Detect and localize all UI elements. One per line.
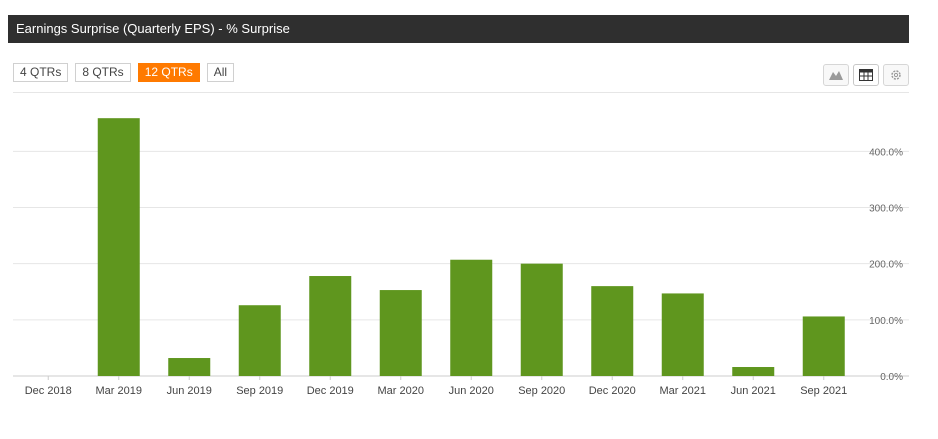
bar-jun-2021[interactable] bbox=[732, 367, 775, 376]
x-tick-label: Jun 2019 bbox=[167, 385, 212, 397]
chart-title-bar: Earnings Surprise (Quarterly EPS) - % Su… bbox=[8, 15, 909, 43]
range-button-all[interactable]: All bbox=[206, 63, 235, 82]
range-button-4-qtrs[interactable]: 4 QTRs bbox=[13, 63, 69, 82]
gear-icon bbox=[891, 70, 901, 80]
settings-button[interactable] bbox=[883, 64, 909, 86]
y-tick-label: 100.0% bbox=[869, 316, 903, 327]
bar-dec-2020[interactable] bbox=[591, 286, 634, 376]
bar-sep-2020[interactable] bbox=[520, 263, 563, 376]
y-tick-label: 300.0% bbox=[869, 203, 903, 214]
x-tick-label: Mar 2020 bbox=[378, 385, 424, 397]
chart-toolbar bbox=[823, 64, 909, 86]
x-tick-label: Jun 2021 bbox=[731, 385, 776, 397]
y-tick-label: 0.0% bbox=[880, 372, 903, 383]
bar-mar-2021[interactable] bbox=[661, 293, 704, 376]
table-icon bbox=[859, 69, 873, 81]
y-tick-label: 200.0% bbox=[869, 260, 903, 271]
x-tick-label: Jun 2020 bbox=[449, 385, 494, 397]
chart-bars bbox=[97, 118, 845, 377]
toolbar-divider bbox=[13, 92, 909, 93]
y-tick-label: 400.0% bbox=[869, 147, 903, 158]
area-chart-icon bbox=[829, 71, 843, 80]
x-tick-label: Dec 2019 bbox=[307, 385, 354, 397]
x-tick-label: Sep 2021 bbox=[800, 385, 847, 397]
area-chart-button[interactable] bbox=[823, 64, 849, 86]
chart-title: Earnings Surprise (Quarterly EPS) - % Su… bbox=[16, 21, 290, 36]
range-button-8-qtrs[interactable]: 8 QTRs bbox=[75, 63, 131, 82]
bar-jun-2019[interactable] bbox=[168, 358, 211, 376]
bar-sep-2021[interactable] bbox=[802, 316, 845, 376]
range-selector: 4 QTRs 8 QTRs 12 QTRs All bbox=[13, 63, 235, 82]
bar-mar-2020[interactable] bbox=[379, 290, 422, 376]
earnings-surprise-chart: 0.0% 100.0% 200.0% 300.0% 400.0% Dec 2018 Mar… bbox=[13, 118, 909, 397]
x-axis-ticks: Dec 2018 Mar 2019 Jun 2019 Sep 2019 Dec 2019… bbox=[25, 376, 847, 397]
bar-sep-2019[interactable] bbox=[238, 305, 281, 376]
bar-jun-2020[interactable] bbox=[450, 259, 493, 376]
table-view-button[interactable] bbox=[853, 64, 879, 86]
x-tick-label: Sep 2019 bbox=[236, 385, 283, 397]
x-tick-label: Mar 2019 bbox=[96, 385, 142, 397]
bar-mar-2019[interactable] bbox=[97, 118, 140, 377]
x-tick-label: Dec 2018 bbox=[25, 385, 72, 397]
range-button-12-qtrs[interactable]: 12 QTRs bbox=[137, 63, 200, 82]
x-tick-label: Mar 2021 bbox=[660, 385, 706, 397]
x-tick-label: Dec 2020 bbox=[589, 385, 636, 397]
y-axis-ticks: 0.0% 100.0% 200.0% 300.0% 400.0% bbox=[869, 147, 903, 383]
x-tick-label: Sep 2020 bbox=[518, 385, 565, 397]
bar-dec-2019[interactable] bbox=[309, 276, 352, 376]
